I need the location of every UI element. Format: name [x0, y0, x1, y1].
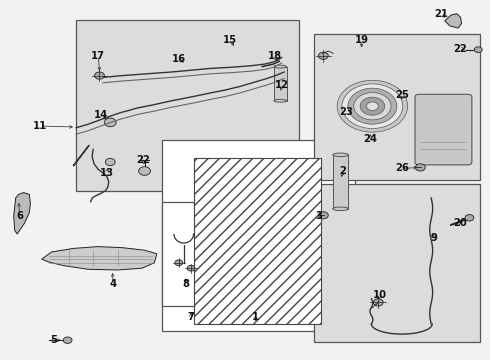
Circle shape — [367, 102, 378, 111]
Circle shape — [337, 80, 408, 132]
Circle shape — [465, 215, 474, 221]
Text: 6: 6 — [16, 211, 23, 221]
Ellipse shape — [333, 207, 348, 211]
Circle shape — [104, 118, 116, 127]
Circle shape — [474, 47, 482, 53]
Text: 10: 10 — [373, 290, 387, 300]
Circle shape — [373, 299, 383, 306]
Text: 16: 16 — [172, 54, 186, 64]
Text: 3: 3 — [315, 211, 322, 221]
Circle shape — [354, 93, 391, 120]
Circle shape — [342, 84, 403, 129]
FancyBboxPatch shape — [415, 94, 472, 165]
Text: 23: 23 — [339, 107, 353, 117]
Circle shape — [139, 167, 150, 175]
Text: 1: 1 — [252, 312, 259, 322]
Ellipse shape — [274, 99, 287, 102]
Text: 20: 20 — [454, 218, 467, 228]
Bar — [314, 184, 480, 342]
Text: 14: 14 — [94, 110, 109, 120]
Text: 17: 17 — [91, 51, 105, 61]
Circle shape — [318, 52, 328, 59]
Text: 4: 4 — [109, 279, 116, 289]
Polygon shape — [42, 247, 157, 270]
Ellipse shape — [274, 65, 287, 68]
Text: 19: 19 — [355, 35, 368, 45]
Bar — [76, 20, 299, 191]
Circle shape — [348, 88, 397, 124]
Bar — [162, 202, 223, 306]
Circle shape — [187, 265, 195, 271]
Text: 15: 15 — [223, 35, 237, 45]
Text: 8: 8 — [183, 279, 190, 289]
Text: 18: 18 — [268, 51, 281, 61]
Circle shape — [95, 72, 104, 79]
Text: 5: 5 — [50, 335, 57, 345]
Text: 25: 25 — [395, 90, 409, 100]
Text: 22: 22 — [137, 155, 150, 165]
Circle shape — [360, 97, 385, 115]
Circle shape — [416, 164, 425, 171]
Bar — [274, 67, 287, 101]
Circle shape — [175, 260, 183, 266]
Text: 22: 22 — [454, 44, 467, 54]
Text: 11: 11 — [33, 121, 48, 131]
Bar — [333, 155, 348, 209]
Text: 12: 12 — [275, 80, 289, 90]
Text: 26: 26 — [395, 163, 409, 174]
Circle shape — [63, 337, 72, 343]
Circle shape — [318, 212, 328, 219]
Text: 2: 2 — [340, 166, 346, 176]
Text: 9: 9 — [430, 233, 437, 243]
Circle shape — [105, 158, 115, 166]
Ellipse shape — [333, 153, 348, 157]
Text: 21: 21 — [434, 9, 448, 19]
Bar — [162, 140, 355, 331]
Text: 7: 7 — [188, 312, 195, 322]
Text: 13: 13 — [100, 168, 114, 178]
Bar — [314, 34, 480, 180]
Polygon shape — [14, 193, 30, 234]
Polygon shape — [445, 14, 462, 28]
Bar — [194, 158, 321, 324]
Text: 24: 24 — [364, 134, 377, 144]
